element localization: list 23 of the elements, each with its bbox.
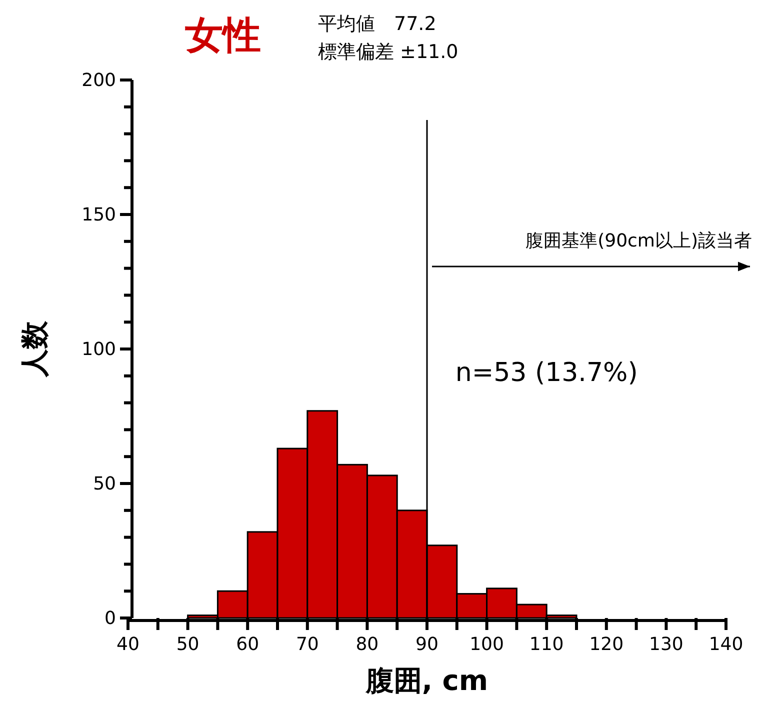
y-axis-title: 人数	[18, 320, 51, 378]
x-tick-label: 50	[176, 634, 200, 655]
text: 標準偏差 ±11.0	[318, 41, 458, 63]
y-tick-label: 150	[82, 204, 116, 226]
x-tick-label: 140	[708, 634, 744, 655]
annotation: n=53 (13.7%)	[455, 358, 638, 388]
chart-title: 女性	[185, 13, 261, 57]
x-tick-label: 40	[116, 634, 140, 655]
y-tick-label: 50	[93, 474, 116, 494]
annotation: 腹囲基準(90cm以上)該当者	[526, 230, 752, 252]
x-tick-label: 70	[296, 634, 319, 655]
x-tick-label: 110	[529, 634, 564, 655]
x-axis-title: 腹囲, cm	[364, 664, 488, 697]
x-tick-label: 90	[416, 634, 438, 655]
x-tick-label: 120	[589, 634, 624, 655]
x-tick-label: 130	[649, 634, 684, 655]
x-tick-label: 100	[470, 634, 504, 655]
y-tick-label: 0	[104, 608, 116, 629]
x-tick-label: 80	[356, 634, 379, 655]
text: 平均値 77.2	[318, 13, 436, 35]
y-tick-label: 100	[82, 339, 116, 360]
y-tick-label: 200	[82, 70, 116, 91]
x-tick-label: 60	[236, 634, 260, 655]
